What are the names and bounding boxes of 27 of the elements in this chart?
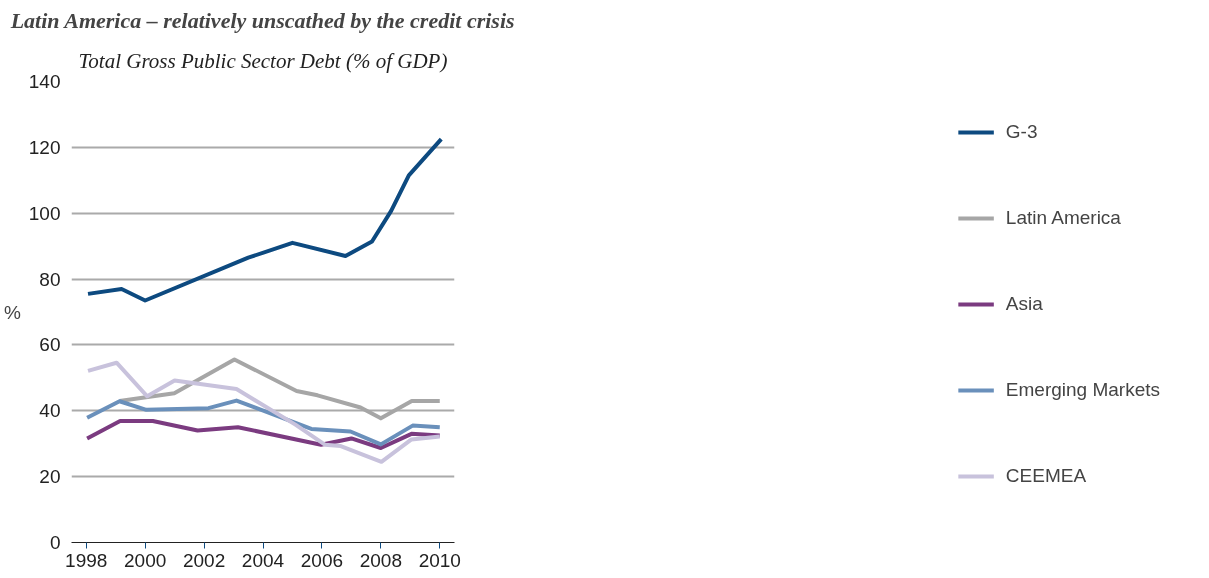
y-tick-label: 100: [28, 202, 61, 224]
y-tick-label: 0: [49, 532, 61, 553]
line-series: [85, 418, 442, 450]
x-tick-label: 2010: [418, 549, 461, 571]
legend-label: Latin America: [1005, 207, 1121, 229]
x-tick-label: 2008: [359, 549, 402, 571]
chart-title: Latin America – relatively unscathed by the credit crisis: [9, 7, 515, 33]
y-tick-label: 40: [39, 400, 61, 422]
x-tick-label: 2002: [182, 549, 226, 571]
y-tick-label: 120: [28, 136, 61, 158]
legend-label: CEEMEA: [1005, 465, 1087, 487]
y-tick-label: 60: [39, 334, 61, 356]
y-tick-label: 140: [28, 71, 61, 92]
y-axis-title: %: [3, 301, 21, 323]
legend-label: G-3: [1005, 121, 1038, 143]
y-tick-label: 20: [39, 466, 61, 488]
legend-label: Asia: [1005, 293, 1043, 315]
x-tick-label: 1998: [65, 549, 108, 571]
x-tick-label: 2004: [241, 549, 285, 571]
legend-label: Emerging Markets: [1005, 379, 1160, 401]
y-tick-label: 80: [39, 268, 61, 290]
x-tick-label: 2000: [124, 549, 167, 571]
chart-subtitle: Total Gross Public Sector Debt (% of GDP): [78, 48, 448, 73]
line-series: [86, 137, 444, 303]
line-series: [85, 398, 442, 447]
line-series: [86, 360, 442, 464]
x-tick-label: 2006: [300, 549, 344, 571]
